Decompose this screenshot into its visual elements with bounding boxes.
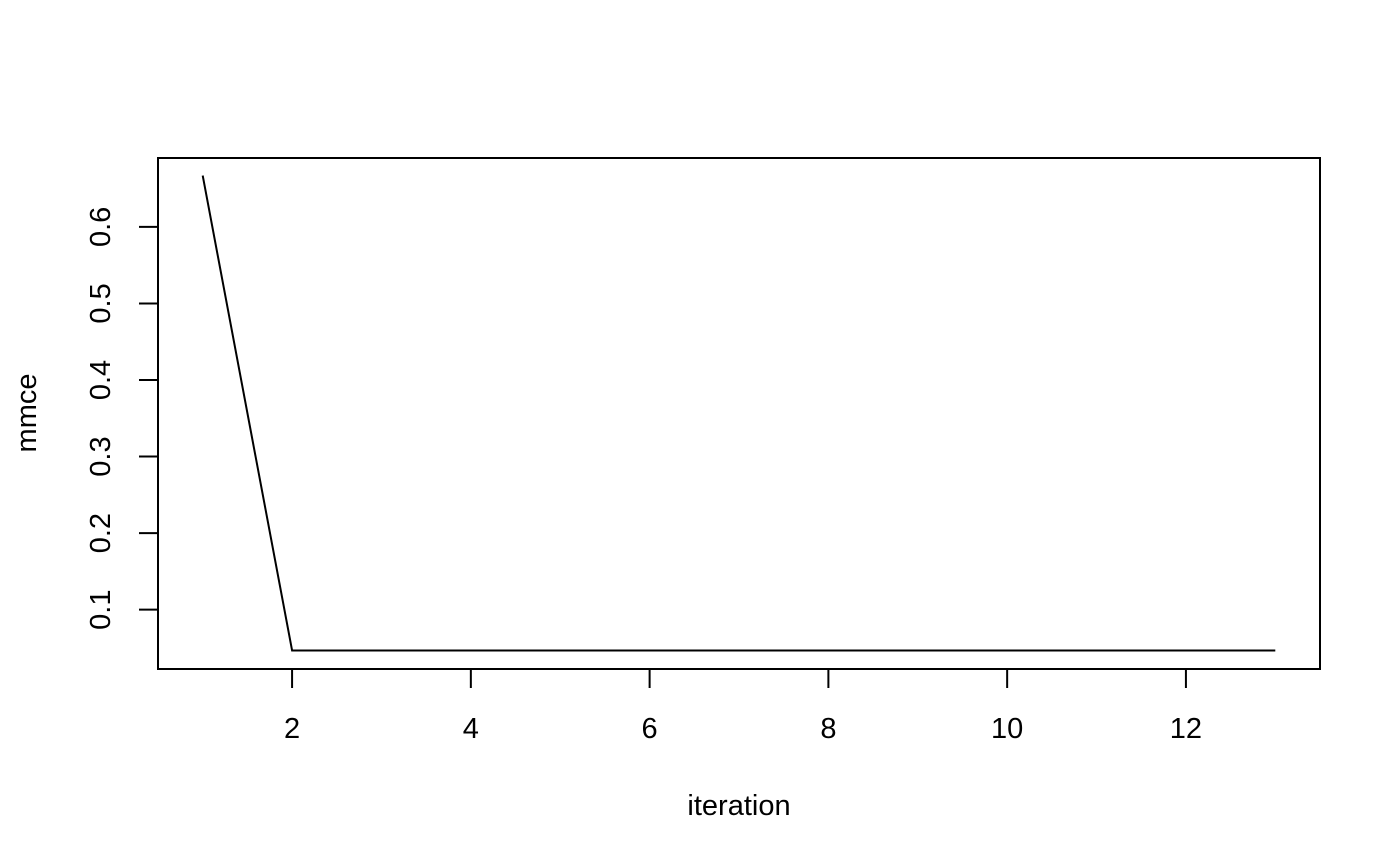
y-tick-label: 0.2 xyxy=(85,513,117,553)
x-tick-label: 4 xyxy=(463,713,479,745)
x-axis-label: iteration xyxy=(687,790,790,822)
x-tick-label: 2 xyxy=(284,713,300,745)
y-tick-label: 0.3 xyxy=(85,436,117,476)
series-layer xyxy=(201,175,1276,652)
y-axis: 0.1 0.2 0.3 0.4 0.5 0.6 xyxy=(85,207,159,630)
x-axis: 2 4 6 8 10 12 xyxy=(284,668,1202,745)
x-tick-label: 12 xyxy=(1170,713,1202,745)
x-tick-label: 10 xyxy=(991,713,1023,745)
plot-frame xyxy=(157,157,1321,670)
x-tick-label: 8 xyxy=(820,713,836,745)
y-tick-label: 0.4 xyxy=(85,360,117,400)
y-axis-label: mmce xyxy=(11,374,43,453)
y-tick-label: 0.1 xyxy=(85,590,117,630)
y-tick-label: 0.5 xyxy=(85,283,117,323)
y-tick-label: 0.6 xyxy=(85,207,117,247)
series-line xyxy=(201,175,1276,652)
x-tick-label: 6 xyxy=(642,713,658,745)
